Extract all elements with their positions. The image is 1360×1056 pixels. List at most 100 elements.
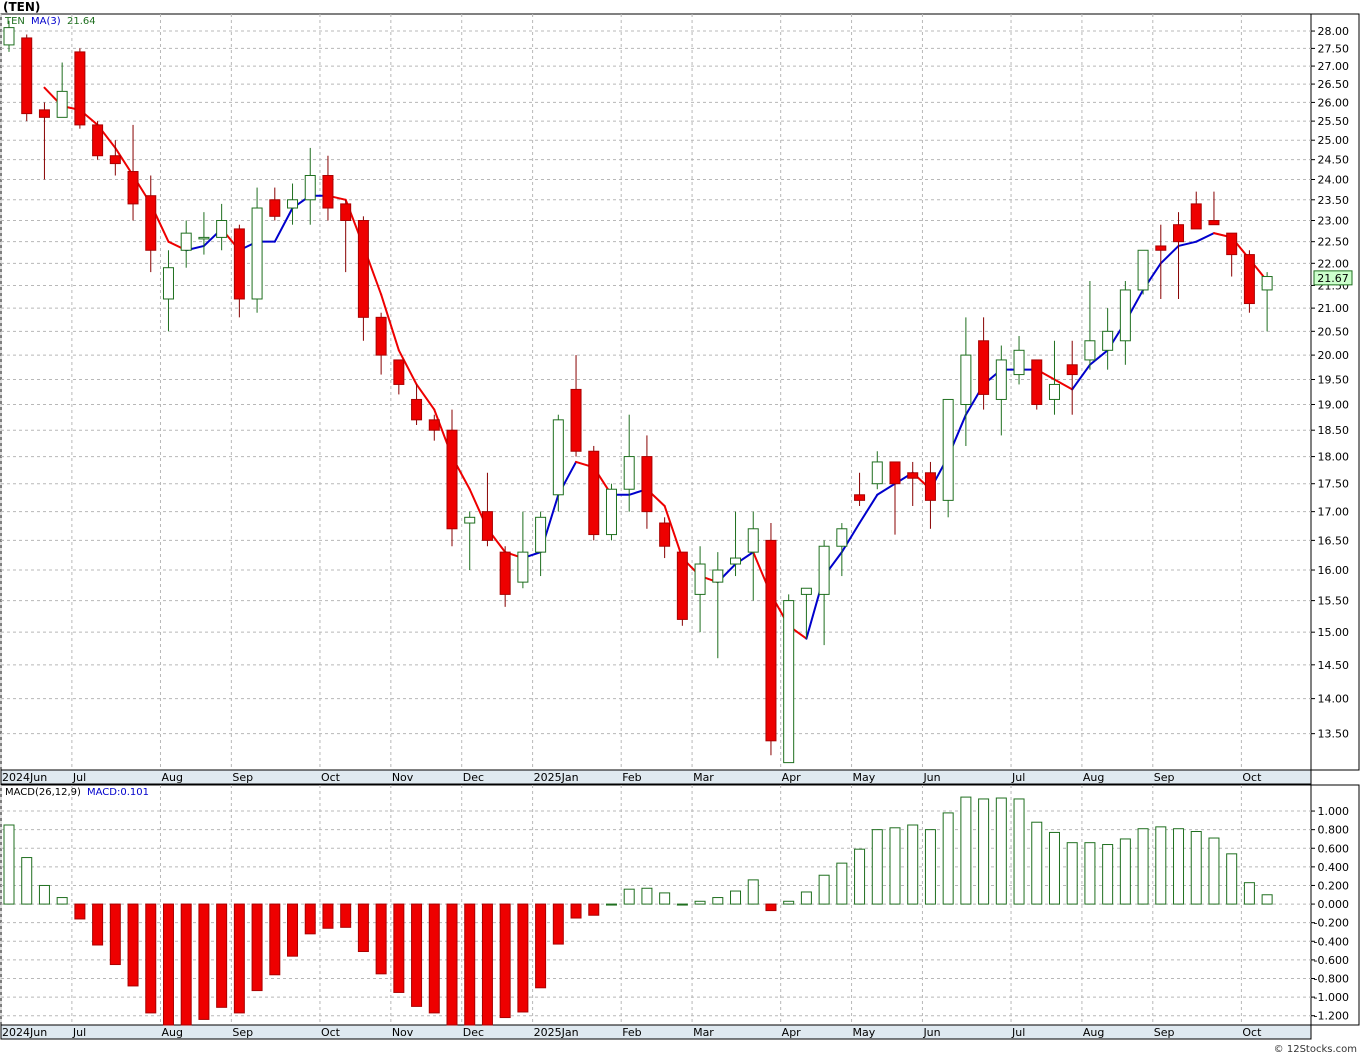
macd-bar (570, 903, 582, 919)
candle-body (588, 450, 600, 536)
candle-body (251, 207, 263, 300)
macd-axis-area (1310, 784, 1360, 1026)
macd-month-label: Apr (782, 1026, 802, 1039)
candle-body (1031, 359, 1043, 406)
macd-tick-label: 0.200 (1318, 879, 1350, 892)
macd-bar (1190, 831, 1202, 905)
macd-month-label: Mar (693, 1026, 714, 1039)
candle-body (109, 155, 121, 165)
macd-bar (481, 903, 493, 1026)
candle-body (552, 419, 564, 496)
candle-body (446, 429, 458, 530)
candle-down (588, 445, 600, 541)
macd-bar (1261, 894, 1273, 905)
macd-bar (1155, 826, 1167, 905)
macd-tick-label: 1.000 (1318, 805, 1350, 818)
candle-up (287, 183, 299, 225)
ma3-line-segment (1053, 378, 1074, 391)
macd-bar (304, 903, 316, 935)
candle-body (659, 522, 671, 547)
candle-body (730, 557, 742, 565)
candle-body (162, 267, 174, 300)
macd-month-label: Jun (922, 1026, 940, 1039)
candle-up (251, 187, 263, 313)
candle-body (1084, 340, 1096, 361)
candle-up (942, 398, 954, 518)
macd-bar (499, 903, 511, 1019)
candle-down (340, 199, 352, 273)
macd-bar (995, 797, 1007, 905)
macd-bar (783, 900, 795, 905)
macd-month-label: 2025Jan (534, 1026, 579, 1039)
macd-bar (588, 903, 600, 916)
macd-bar (233, 903, 245, 1014)
price-month-label: Oct (321, 771, 341, 784)
macd-legend-value: MACD:0.101 (87, 787, 149, 798)
candle-up (552, 414, 564, 512)
candle-down (428, 414, 440, 441)
candle-up (56, 62, 68, 118)
macd-month-label: 2024Jun (2, 1026, 47, 1039)
macd-bar (1119, 838, 1131, 905)
macd-month-label: Aug (1083, 1026, 1104, 1039)
candle-body (428, 419, 440, 431)
macd-bar (712, 897, 724, 905)
candle-down (1243, 250, 1255, 313)
price-panel: 28.00 27.50 27.00 26.50 26.00 25.50 25.00 24.50… (0, 13, 1360, 785)
candle-down (38, 102, 50, 180)
candle-body (1208, 220, 1220, 226)
candle-up (995, 345, 1007, 436)
chart-title: (TEN) (3, 0, 40, 14)
macd-bar (623, 888, 635, 905)
macd-bar (659, 892, 671, 905)
candle-body (21, 37, 33, 115)
candle-up (198, 212, 210, 255)
macd-legend-label: MACD(26,12,9) (5, 787, 81, 798)
candle-down (127, 124, 139, 221)
ma3-line-segment (876, 482, 896, 496)
price-month-label: Dec (463, 771, 484, 784)
candle-body (570, 388, 582, 452)
legend-symbol: TEN (4, 16, 25, 27)
candle-up (747, 511, 759, 601)
candle-body (818, 545, 830, 595)
last-price-label: 21.67 (1317, 272, 1349, 285)
candle-down (322, 155, 334, 221)
candle-body (56, 90, 68, 118)
macd-bar (38, 884, 50, 905)
ma3-line-segment (1177, 240, 1198, 247)
macd-bar (924, 829, 936, 905)
price-month-label: Jul (1011, 771, 1025, 784)
candle-body (127, 171, 139, 205)
macd-bar (127, 903, 139, 987)
candle-up (464, 511, 476, 571)
macd-bar (730, 890, 742, 905)
macd-bar (1173, 828, 1185, 905)
candle-down (1208, 191, 1220, 226)
candle-body (481, 511, 493, 541)
candle-down (21, 34, 33, 122)
candle-down (907, 461, 919, 506)
macd-bar (1084, 842, 1096, 905)
macd-bar (1031, 821, 1043, 905)
macd-bar (162, 903, 174, 1026)
candle-down (481, 472, 493, 547)
macd-bar (446, 903, 458, 1026)
macd-month-label: May (853, 1026, 876, 1039)
macd-bar (676, 903, 688, 906)
candle-up (623, 414, 635, 512)
candle-body (517, 551, 529, 583)
macd-tick-label: -1.000 (1314, 991, 1349, 1004)
macd-bar (1102, 844, 1114, 905)
macd-bar (393, 903, 405, 993)
candle-body (145, 195, 157, 251)
candle-body (942, 398, 954, 501)
macd-bar (1048, 831, 1060, 905)
candle-up (1261, 272, 1273, 332)
macd-bar (1243, 882, 1255, 905)
macd-bar (180, 903, 192, 1026)
macd-month-label: Sep (1154, 1026, 1175, 1039)
legend-ma-label: MA(3) (31, 16, 61, 27)
price-month-label: Aug (1083, 771, 1104, 784)
candle-down (1155, 224, 1167, 299)
